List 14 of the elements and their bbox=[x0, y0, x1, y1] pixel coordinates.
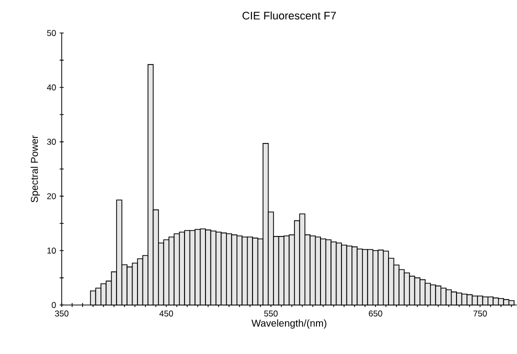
y-tick-label: 30 bbox=[47, 138, 56, 145]
y-tick-label: 40 bbox=[46, 84, 56, 90]
y-tick-label: 20 bbox=[47, 193, 56, 200]
chart-title: CIE Fluorescent F7 bbox=[242, 11, 336, 20]
x-tick-label: 550 bbox=[264, 310, 278, 317]
x-tick-label: 650 bbox=[368, 310, 382, 317]
x-tick-label: 350 bbox=[54, 310, 68, 317]
y-tick-label: 10 bbox=[47, 248, 56, 254]
x-tick-label: 450 bbox=[159, 310, 174, 317]
y-tick-label: 50 bbox=[47, 30, 56, 36]
y-tick-label: 0 bbox=[52, 302, 56, 308]
x-axis-title: Wavelength/(nm) bbox=[252, 319, 326, 329]
x-tick-label: 750 bbox=[473, 310, 487, 317]
y-axis-title: Spectral Power bbox=[30, 135, 40, 202]
